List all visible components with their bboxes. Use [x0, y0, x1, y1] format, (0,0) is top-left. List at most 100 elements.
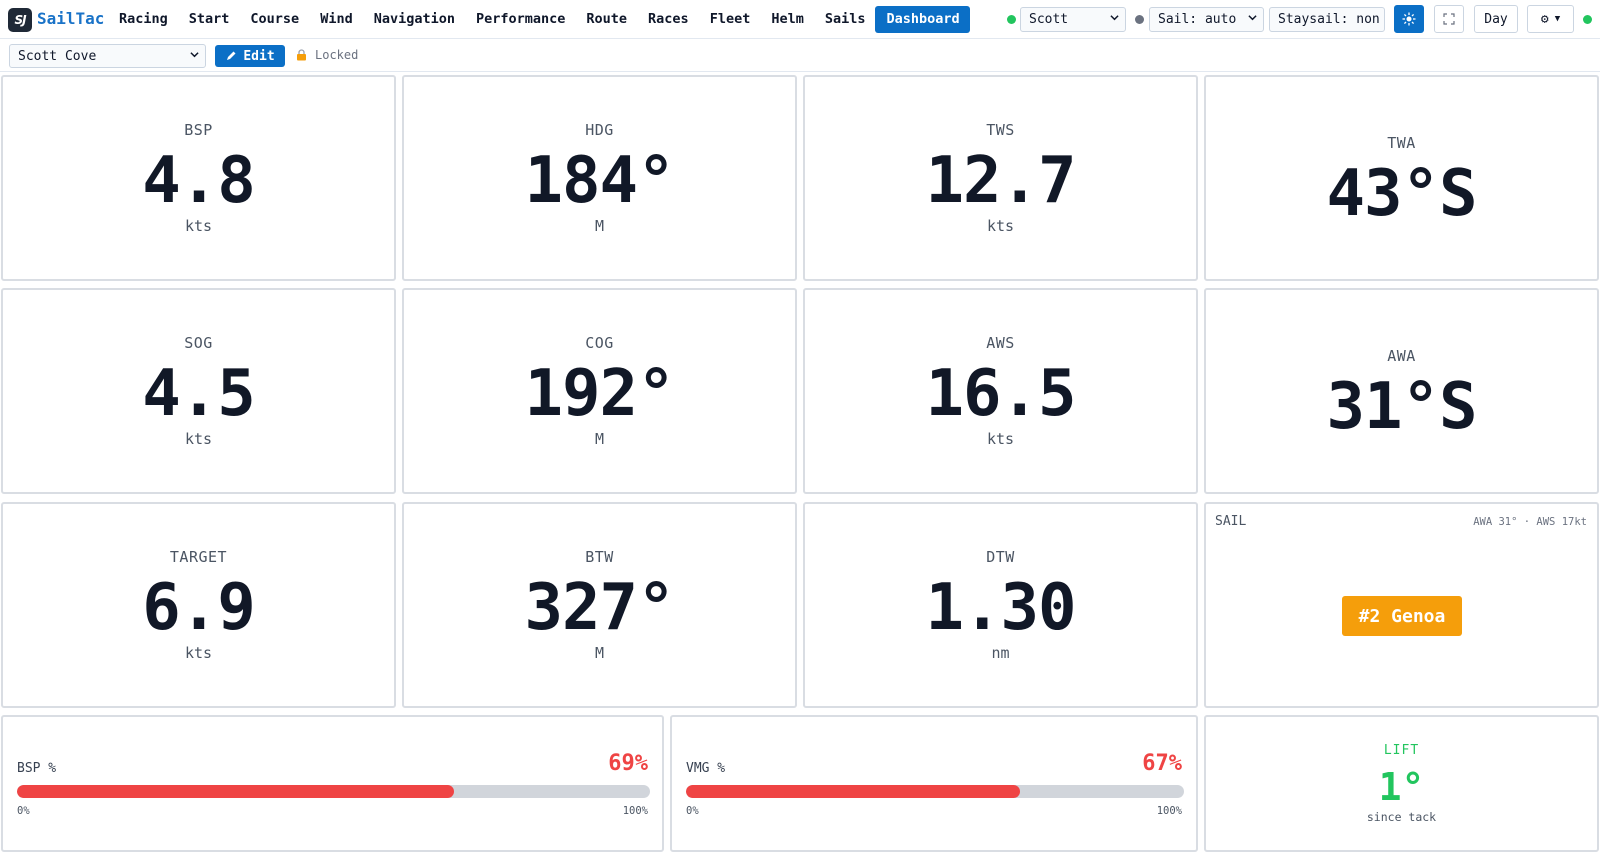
nav-course[interactable]: Course	[250, 11, 300, 27]
tile-label: BSP	[184, 121, 213, 139]
fullscreen-icon	[1443, 13, 1455, 25]
tile-bsp[interactable]: BSP 4.8 kts	[1, 75, 396, 281]
tile-label: HDG	[585, 121, 614, 139]
connection-status-dot	[1007, 15, 1016, 24]
percent-value: 69%	[608, 751, 648, 776]
tile-unit: kts	[986, 430, 1015, 448]
tile-sail[interactable]: SAIL AWA 31° · AWS 17kt #2 Genoa	[1204, 502, 1599, 708]
tile-dtw[interactable]: DTW 1.30 nm	[803, 502, 1198, 708]
tile-label: LIFT	[1383, 743, 1420, 758]
caret-down-icon: ▼	[1554, 14, 1561, 24]
lock-icon	[297, 49, 306, 61]
chevron-down-icon	[1248, 15, 1257, 21]
tile-unit: M	[594, 217, 605, 235]
tile-value: 192°	[524, 357, 675, 431]
settings-button[interactable]: ⚙ ▼	[1527, 5, 1574, 33]
boat-select[interactable]: Scott	[1020, 7, 1126, 32]
tile-label: COG	[585, 334, 614, 352]
tile-cog[interactable]: COG 192° M	[402, 288, 797, 494]
nav-navigation[interactable]: Navigation	[373, 11, 455, 27]
edit-label: Edit	[243, 48, 275, 64]
nav-racing[interactable]: Racing	[119, 11, 168, 27]
nav-route[interactable]: Route	[586, 11, 628, 27]
brand-name[interactable]: SailTac	[37, 9, 105, 28]
layout-select[interactable]: Scott Cove	[9, 44, 206, 68]
tile-label: VMG %	[686, 761, 726, 776]
day-mode-label: Day	[1484, 11, 1508, 27]
tile-value: 6.9	[142, 571, 256, 645]
tile-target[interactable]: TARGET 6.9 kts	[1, 502, 396, 708]
tile-unit: M	[594, 644, 605, 662]
sail-recommendation-badge[interactable]: #2 Genoa	[1342, 596, 1462, 636]
pencil-icon	[227, 51, 236, 60]
nav-fleet[interactable]: Fleet	[709, 11, 751, 27]
gear-icon: ⚙	[1540, 11, 1549, 27]
progress-fill	[686, 785, 1020, 798]
tile-label: DTW	[986, 548, 1015, 566]
progress-fill	[17, 785, 454, 798]
tile-value: 4.8	[142, 144, 256, 218]
progress-track	[686, 785, 1184, 798]
nav-start[interactable]: Start	[188, 11, 230, 27]
tile-value: 16.5	[925, 357, 1076, 431]
staysail-select[interactable]: Staysail: non	[1269, 7, 1385, 32]
tile-btw[interactable]: BTW 327° M	[402, 502, 797, 708]
tile-value: 1.30	[925, 571, 1076, 645]
tile-awa[interactable]: AWA 31°S	[1204, 288, 1599, 494]
nav-races[interactable]: Races	[648, 11, 689, 27]
tile-value: 31°S	[1326, 370, 1477, 444]
nav-helm[interactable]: Helm	[771, 11, 804, 27]
lift-value: 1°	[1378, 765, 1425, 809]
progress-max-label: 100%	[622, 805, 648, 817]
chevron-down-icon	[190, 52, 199, 58]
percent-value: 67%	[1142, 751, 1182, 776]
layout-select-value: Scott Cove	[18, 49, 97, 64]
sail-select[interactable]: Sail: auto	[1149, 7, 1264, 32]
progress-min-label: 0%	[17, 805, 30, 817]
sun-icon	[1402, 12, 1416, 26]
online-status-dot	[1583, 15, 1592, 24]
tile-tws[interactable]: TWS 12.7 kts	[803, 75, 1198, 281]
sail-status-dot	[1135, 15, 1144, 24]
lift-subtitle: since tack	[1366, 810, 1437, 824]
tile-unit: kts	[184, 217, 213, 235]
nav-performance[interactable]: Performance	[476, 11, 566, 27]
tile-unit: kts	[184, 430, 213, 448]
tile-label: TARGET	[169, 548, 228, 566]
edit-button[interactable]: Edit	[215, 45, 285, 67]
nav-dashboard[interactable]: Dashboard	[875, 6, 970, 33]
tile-twa[interactable]: TWA 43°S	[1204, 75, 1599, 281]
tile-value: 4.5	[142, 357, 256, 431]
sail-wind-info: AWA 31° · AWS 17kt	[1473, 516, 1587, 528]
progress-max-label: 100%	[1156, 805, 1182, 817]
tile-label: SAIL	[1215, 514, 1247, 529]
tile-vmg-percent[interactable]: VMG % 67% 0% 100%	[670, 715, 1198, 852]
tile-label: AWA	[1387, 347, 1416, 365]
dashboard-toolbar: Scott Cove Edit Locked	[0, 39, 1600, 72]
tile-sog[interactable]: SOG 4.5 kts	[1, 288, 396, 494]
tile-unit: kts	[986, 217, 1015, 235]
brightness-button[interactable]	[1394, 5, 1424, 33]
tile-label: TWS	[986, 121, 1015, 139]
day-mode-button[interactable]: Day	[1474, 5, 1518, 33]
top-navbar: SJ SailTac Racing Start Course Wind Navi…	[0, 0, 1600, 39]
tile-label: SOG	[184, 334, 213, 352]
tile-value: 12.7	[925, 144, 1076, 218]
staysail-select-value: Staysail: non	[1278, 12, 1380, 27]
tile-label: BTW	[585, 548, 614, 566]
progress-track	[17, 785, 650, 798]
app-logo[interactable]: SJ	[8, 8, 32, 32]
nav-wind[interactable]: Wind	[320, 11, 353, 27]
nav-sails[interactable]: Sails	[824, 11, 866, 27]
tile-label: BSP %	[17, 761, 57, 776]
tile-aws[interactable]: AWS 16.5 kts	[803, 288, 1198, 494]
sail-select-value: Sail: auto	[1158, 12, 1237, 27]
tile-bsp-percent[interactable]: BSP % 69% 0% 100%	[1, 715, 664, 852]
tile-value: 43°S	[1326, 157, 1477, 231]
tile-hdg[interactable]: HDG 184° M	[402, 75, 797, 281]
tile-label: AWS	[986, 334, 1015, 352]
tile-unit: M	[594, 430, 605, 448]
fullscreen-button[interactable]	[1434, 5, 1464, 33]
main-nav: Racing Start Course Wind Navigation Perf…	[108, 6, 970, 33]
tile-lift[interactable]: LIFT 1° since tack	[1204, 715, 1599, 852]
